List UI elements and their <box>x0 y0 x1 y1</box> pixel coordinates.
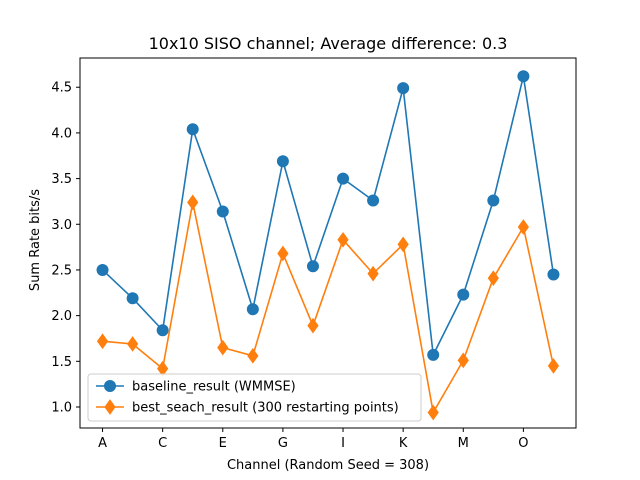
y-tick-label: 2.0 <box>51 309 72 324</box>
data-point <box>457 288 470 301</box>
y-tick-label: 1.5 <box>51 355 72 370</box>
x-tick-label: O <box>518 436 528 451</box>
data-point <box>187 194 199 211</box>
data-point <box>457 352 469 369</box>
data-point <box>186 123 199 136</box>
plot-area: 1.0 1.5 2.0 2.5 3.0 3.5 4.0 4.5 A C E G I K M O <box>51 57 577 451</box>
y-tick-label: 4.5 <box>51 81 72 96</box>
legend-entry: baseline_result (WMMSE) <box>96 380 296 395</box>
data-point <box>306 260 319 273</box>
data-point <box>487 194 500 207</box>
data-point <box>126 336 139 352</box>
y-tick-label: 4.0 <box>51 126 72 141</box>
data-point <box>247 347 259 364</box>
x-tick-label: C <box>158 436 167 451</box>
data-point <box>126 292 139 305</box>
data-point <box>427 404 439 421</box>
data-point <box>517 219 530 235</box>
legend-label: best_seach_result (300 restarting points… <box>132 401 399 416</box>
legend-marker <box>104 399 116 415</box>
data-point <box>427 348 440 361</box>
data-point <box>337 172 350 185</box>
x-tick-label: I <box>341 436 345 451</box>
series-1 <box>96 70 560 361</box>
x-tick-label: K <box>399 436 408 451</box>
series-2 <box>96 194 560 421</box>
data-point <box>307 317 319 334</box>
data-point <box>96 333 109 350</box>
data-point <box>156 324 169 337</box>
data-point <box>517 70 530 83</box>
legend-frame <box>87 373 422 422</box>
data-point <box>216 205 229 218</box>
data-point <box>547 268 560 281</box>
data-point <box>367 194 380 207</box>
x-axis-label: Channel (Random Seed = 308) <box>227 458 429 473</box>
y-axis-label: Sum Rate bits/s <box>28 189 43 291</box>
data-point <box>487 270 499 287</box>
data-point <box>367 265 379 282</box>
y-tick-label: 3.5 <box>51 172 72 187</box>
legend: baseline_result (WMMSE) best_seach_result… <box>87 373 422 422</box>
data-point <box>397 236 409 253</box>
data-point <box>547 358 560 374</box>
data-point <box>246 303 259 316</box>
x-tick-label: A <box>98 436 107 451</box>
x-tick-label: E <box>219 436 227 451</box>
legend-label: baseline_result (WMMSE) <box>132 380 296 395</box>
y-tick-label: 2.5 <box>51 263 72 278</box>
data-point <box>397 82 410 95</box>
data-point <box>276 155 289 168</box>
data-point <box>217 339 229 356</box>
legend-marker <box>104 380 116 392</box>
x-tick-label: M <box>458 436 469 451</box>
x-tick-label: G <box>278 436 288 451</box>
data-point <box>277 245 289 262</box>
data-point <box>96 263 109 276</box>
data-point <box>337 231 349 248</box>
plot-frame <box>79 57 577 429</box>
series-line <box>102 201 555 414</box>
legend-entry: best_seach_result (300 restarting points… <box>96 399 399 416</box>
y-tick-label: 1.0 <box>51 400 72 415</box>
chart-title: 10x10 SISO channel; Average difference: … <box>149 34 508 53</box>
series-line <box>101 75 555 356</box>
y-tick-label: 3.0 <box>51 218 72 233</box>
